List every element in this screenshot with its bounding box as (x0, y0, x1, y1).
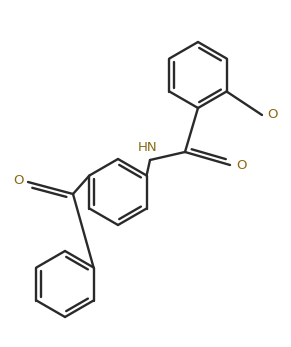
Text: HN: HN (138, 141, 158, 154)
Text: O: O (13, 174, 24, 186)
Text: O: O (267, 108, 278, 120)
Text: O: O (236, 159, 246, 171)
